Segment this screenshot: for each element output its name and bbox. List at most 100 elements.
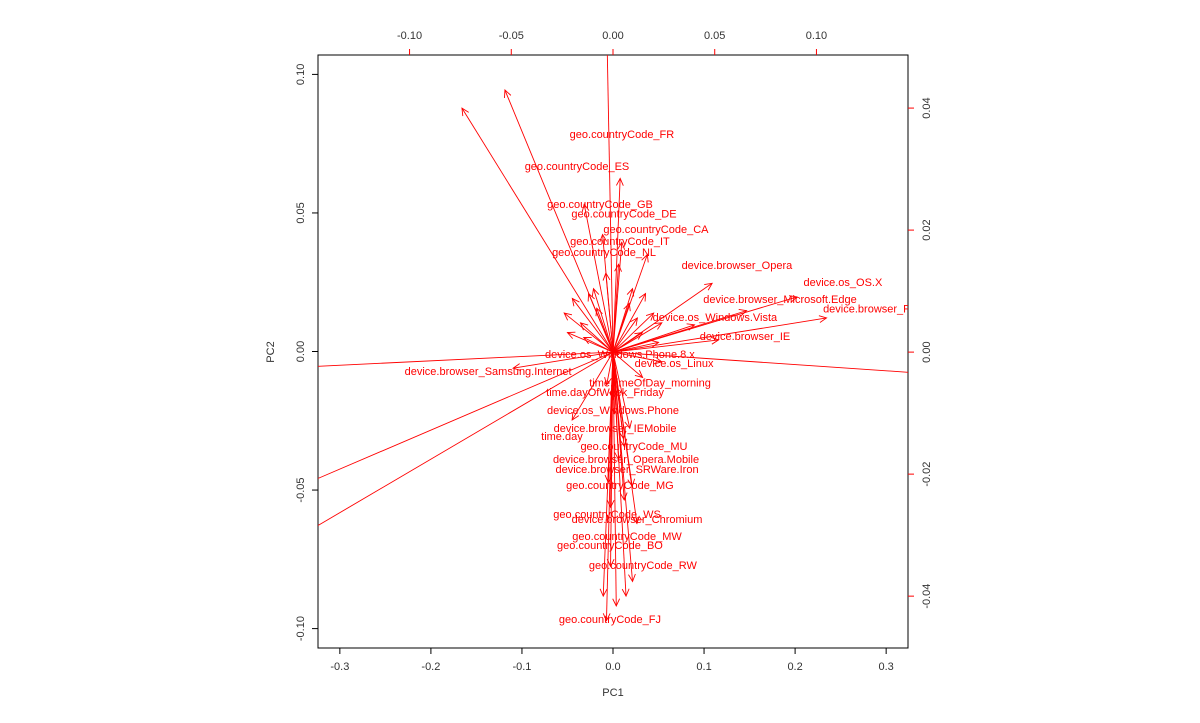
loading-arrow <box>612 332 643 353</box>
loading-arrow <box>612 288 633 353</box>
loading-arrow <box>612 352 617 606</box>
loading-label: geo.countryCode_BO <box>557 540 663 552</box>
arrow-head <box>582 337 592 345</box>
arrow-head <box>563 312 573 321</box>
loading-label: device.os_Windows.Vista <box>653 312 778 324</box>
arrow-head <box>653 356 663 365</box>
arrow-head <box>587 292 595 302</box>
arrow-head <box>632 515 640 525</box>
x-tick-label: 0.1 <box>696 661 711 673</box>
loading-arrow <box>612 352 638 524</box>
loading-label: geo.countryCode_MW <box>572 531 682 543</box>
y-tick-label: -0.05 <box>295 478 307 503</box>
y2-tick-label: 0.00 <box>921 341 933 362</box>
loading-label: device.browser_Opera.Mobile <box>553 454 699 466</box>
arrow-head <box>627 478 636 488</box>
loading-label: time.day <box>541 431 583 443</box>
arrow-head <box>604 376 612 386</box>
loading-arrow <box>605 273 614 353</box>
arrow-head <box>206 585 214 592</box>
loading-label: device.browser_SRWare.Iron <box>556 464 699 476</box>
x-tick-label: -0.2 <box>421 661 440 673</box>
loading-arrow <box>563 312 614 353</box>
loading-arrow <box>606 352 614 385</box>
loading-label: geo.countryCode_NL <box>552 247 656 259</box>
y-tick-label: 0.00 <box>295 341 307 362</box>
loading-arrow <box>606 352 614 621</box>
arrow-head <box>615 177 624 186</box>
loading-arrow <box>612 312 655 353</box>
loading-arrow <box>602 352 614 597</box>
x2-tick-label: 0.10 <box>806 30 827 42</box>
arrow-head <box>645 312 655 321</box>
y-tick-label: 0.10 <box>295 64 307 85</box>
loading-arrow <box>612 339 719 353</box>
arrow-head <box>571 297 580 307</box>
arrow-head <box>599 233 608 243</box>
x-axis-label: PC1 <box>602 687 623 699</box>
arrow-head <box>626 287 635 297</box>
arrow-head <box>638 292 647 302</box>
loading-label: device.os_Windows.Phone.8.x <box>545 349 695 361</box>
arrow-head <box>599 588 608 598</box>
loading-arrow <box>318 351 614 367</box>
arrow-head <box>628 573 636 583</box>
arrow-head <box>504 89 512 99</box>
loading-label: geo.countryCode_WS <box>553 509 661 521</box>
arrow-head <box>788 295 798 303</box>
arrow-head <box>634 369 644 379</box>
x-tick-label: -0.3 <box>330 661 349 673</box>
arrow-head <box>653 322 663 330</box>
loading-arrow <box>593 288 614 353</box>
arrow-head <box>606 499 615 509</box>
loading-arrow <box>612 317 827 353</box>
loading-label: geo.countryCode_FJ <box>559 614 661 626</box>
x-tick-label: 0.2 <box>787 661 802 673</box>
y-tick-label: 0.05 <box>295 202 307 223</box>
loading-arrow <box>612 351 662 363</box>
arrow-head <box>617 241 626 250</box>
arrow-head <box>710 336 720 345</box>
arrow-head <box>602 272 611 281</box>
loading-label: geo.countryCode_CA <box>603 224 709 236</box>
arrow-head <box>686 323 696 331</box>
arrow-head <box>623 302 631 312</box>
arrow-head <box>571 411 580 421</box>
loading-arrow <box>612 352 631 429</box>
arrow-head <box>206 368 213 375</box>
arrow-head <box>581 203 590 213</box>
y2-tick-label: 0.02 <box>921 219 933 240</box>
loading-arrow <box>461 107 614 353</box>
x2-tick-label: -0.05 <box>499 30 524 42</box>
x-tick-label: 0.3 <box>878 661 893 673</box>
loading-arrow <box>318 351 614 527</box>
loading-arrow <box>612 352 633 582</box>
loading-label: device.browser_Opera <box>682 260 794 272</box>
loading-arrow <box>583 204 614 353</box>
arrow-head <box>641 253 649 263</box>
loading-arrow <box>612 322 663 353</box>
arrow-head <box>634 332 644 340</box>
y2-tick-label: -0.04 <box>921 584 933 609</box>
loading-label: geo.countryCode_RW <box>589 560 698 572</box>
x2-tick-label: 0.00 <box>602 30 623 42</box>
arrow-head <box>704 282 713 291</box>
arrow-head <box>461 107 469 117</box>
loading-arrow <box>606 55 614 353</box>
loading-label: time.dayOfWeek_Friday <box>546 387 664 399</box>
arrow-head <box>591 287 600 297</box>
y-tick-label: -0.10 <box>295 616 307 641</box>
arrow-head <box>624 420 633 430</box>
arrow-head <box>614 263 622 272</box>
loading-label: device.browser_Microsoft.Edge <box>703 294 856 306</box>
arrow-head <box>621 588 630 598</box>
loading-label: device.os_OS.X <box>803 277 883 289</box>
arrow-head <box>512 363 521 371</box>
arrow-head <box>612 598 621 607</box>
arrow-head <box>738 309 748 317</box>
loading-label: device.browser_Firefox <box>823 303 937 315</box>
arrow-head <box>579 322 589 331</box>
loading-label: geo.countryCode_IT <box>570 236 670 248</box>
loadings: geo.countryCode_FR geo.countryCode_ES geo.… <box>206 55 937 626</box>
